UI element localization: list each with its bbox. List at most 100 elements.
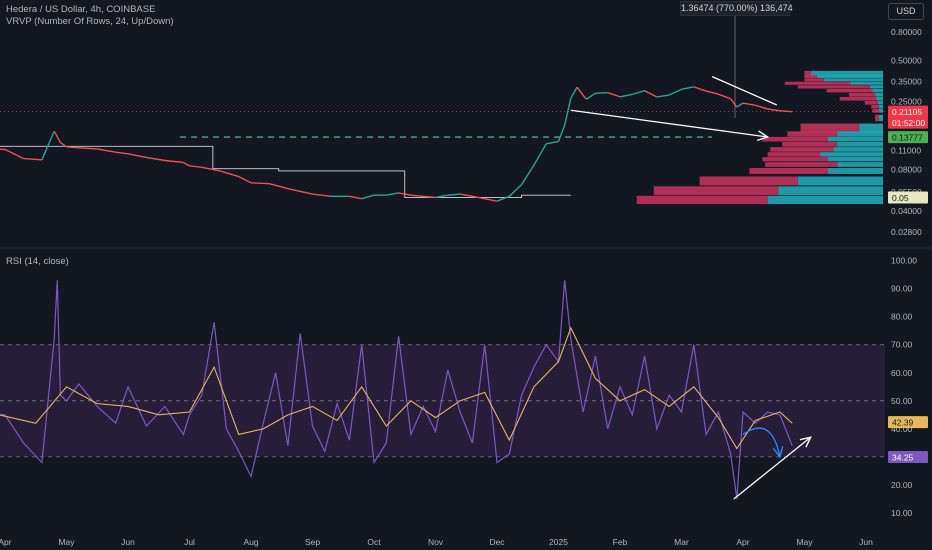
- rsi-band-group: [0, 344, 885, 458]
- volume-profile-down-bar: [767, 152, 821, 157]
- volume-profile-up-bar: [820, 152, 883, 157]
- volume-profile-up-bar: [837, 142, 883, 147]
- price-segment: [736, 102, 744, 108]
- volume-profile-up-bar: [810, 70, 883, 77]
- rsi-tick-label: 50.00: [891, 396, 913, 406]
- price-segment: [730, 98, 738, 108]
- volume-profile-up-bar: [827, 136, 883, 142]
- price-segment: [447, 193, 461, 196]
- volume-profile-up-bar: [767, 195, 883, 205]
- volume-profile-down-bar: [872, 109, 880, 113]
- volume-profile-down-bar: [770, 147, 834, 152]
- volume-profile-down-bar: [875, 114, 880, 122]
- price-segment: [115, 151, 129, 155]
- volume-profile-down-bar: [762, 157, 828, 162]
- volume-profile-down-bar: [848, 92, 876, 97]
- price-segment: [4, 148, 24, 160]
- price-segment: [41, 130, 55, 161]
- volume-profile-up-bar: [797, 176, 883, 186]
- volume-profile-down-bar: [784, 81, 851, 85]
- axis-labels-group: 0.800000.500000.350000.250000.170000.110…: [0, 27, 928, 547]
- time-axis-label: Feb: [613, 537, 628, 547]
- rsi-ma-value-badge: 42.39: [892, 418, 914, 428]
- currency-button[interactable]: USD: [888, 3, 924, 20]
- price-segment: [287, 187, 313, 195]
- rsi-tick-label: 40.00: [891, 424, 913, 434]
- time-axis-label: May: [796, 537, 813, 547]
- volume-profile-down-bar: [782, 142, 838, 147]
- countdown-badge: 01:52:00: [892, 118, 925, 128]
- price-segment: [742, 102, 756, 106]
- rsi-series-group: [0, 280, 793, 500]
- price-segment: [767, 108, 781, 112]
- last-price-badge: 0.21105: [892, 107, 922, 117]
- volume-profile-down-bar: [699, 176, 798, 186]
- price-segment: [595, 92, 608, 95]
- price-segment: [0, 148, 6, 151]
- price-segment: [53, 130, 61, 143]
- volume-profile-down-bar: [864, 100, 878, 105]
- volume-profile-up-bar: [833, 147, 883, 152]
- price-segment: [23, 157, 42, 161]
- price-segment: [386, 192, 399, 196]
- price-tick-label: 0.80000: [891, 27, 922, 37]
- volume-profile-group: [636, 70, 883, 205]
- price-segment: [146, 156, 166, 162]
- volume-profile-up-bar: [827, 157, 883, 162]
- price-series-group: [0, 86, 793, 202]
- price-segment: [472, 195, 485, 200]
- price-segment: [681, 86, 694, 91]
- volume-profile-down-bar: [653, 186, 779, 196]
- time-axis-label: Apr: [736, 537, 749, 547]
- price-tick-label: 0.02800: [891, 227, 922, 237]
- price-segment: [220, 170, 239, 178]
- time-axis-label: Aug: [243, 537, 258, 547]
- volume-profile-up-bar: [824, 78, 883, 82]
- volume-profile-up-bar: [859, 123, 883, 133]
- price-segment: [361, 194, 375, 200]
- volume-profile-up-bar: [877, 100, 883, 105]
- price-segment: [521, 164, 535, 186]
- rsi-legend: RSI (14, close): [6, 256, 69, 267]
- price-segment: [546, 140, 559, 145]
- rsi-tick-label: 90.00: [891, 284, 913, 294]
- volume-profile-up-bar: [879, 109, 883, 113]
- time-axis-label: Sep: [305, 537, 320, 547]
- symbol-legend: Hedera / US Dollar, 4h, COINBASE: [6, 4, 156, 15]
- volume-profile-down-bar: [749, 168, 828, 174]
- rsi-tick-label: 70.00: [891, 340, 913, 350]
- volume-profile-up-bar: [827, 168, 883, 174]
- price-segment: [97, 148, 116, 153]
- time-axis-label: Oct: [367, 537, 381, 547]
- volume-profile-down-bar: [871, 104, 880, 109]
- white-arrow-head: [799, 436, 812, 448]
- price-segment: [496, 195, 510, 202]
- rsi-tick-label: 60.00: [891, 368, 913, 378]
- volume-profile-up-bar: [837, 131, 883, 137]
- volume-profile-up-bar: [879, 114, 883, 122]
- volume-profile-up-bar: [869, 85, 883, 89]
- price-segment: [201, 166, 221, 172]
- rsi-ma-value-badge-box: [888, 416, 928, 429]
- price-segment: [619, 93, 633, 98]
- annotation-group: [570, 76, 812, 500]
- price-tick-label: 0.11000: [891, 145, 921, 155]
- price-segment: [349, 195, 362, 200]
- countdown-badge-box: [888, 116, 928, 129]
- price-segment: [705, 90, 719, 95]
- volume-profile-up-bar: [872, 88, 883, 93]
- vwap-price-badge-box: [888, 191, 928, 204]
- price-tick-label: 0.50000: [891, 55, 922, 65]
- price-segment: [570, 86, 578, 99]
- volume-profile-down-bar: [787, 131, 838, 137]
- price-tick-label: 0.04000: [891, 206, 922, 216]
- indicator-legend: VRVP (Number Of Rows, 24, Up/Down): [6, 16, 174, 27]
- price-segment: [484, 198, 498, 202]
- price-segment: [59, 141, 67, 148]
- price-segment: [644, 90, 658, 98]
- volume-profile-up-bar: [875, 92, 883, 97]
- support-price-badge-box: [888, 131, 928, 144]
- price-segment: [238, 175, 252, 184]
- rsi-value-badge: 34.25: [892, 452, 914, 462]
